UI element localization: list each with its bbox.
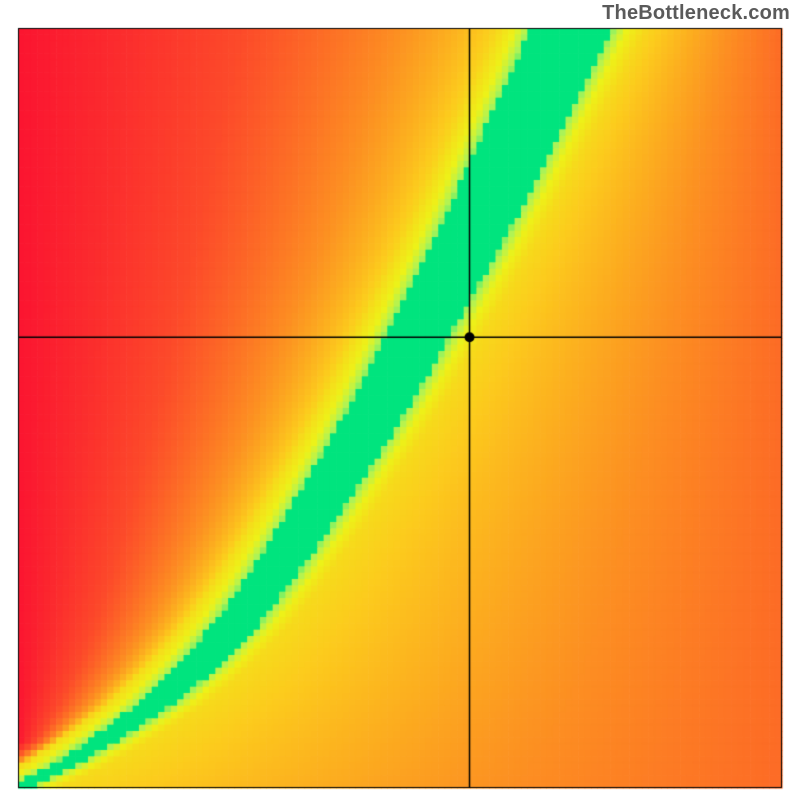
bottleneck-heatmap: [0, 0, 800, 800]
chart-container: TheBottleneck.com: [0, 0, 800, 800]
watermark-text: TheBottleneck.com: [602, 2, 790, 25]
